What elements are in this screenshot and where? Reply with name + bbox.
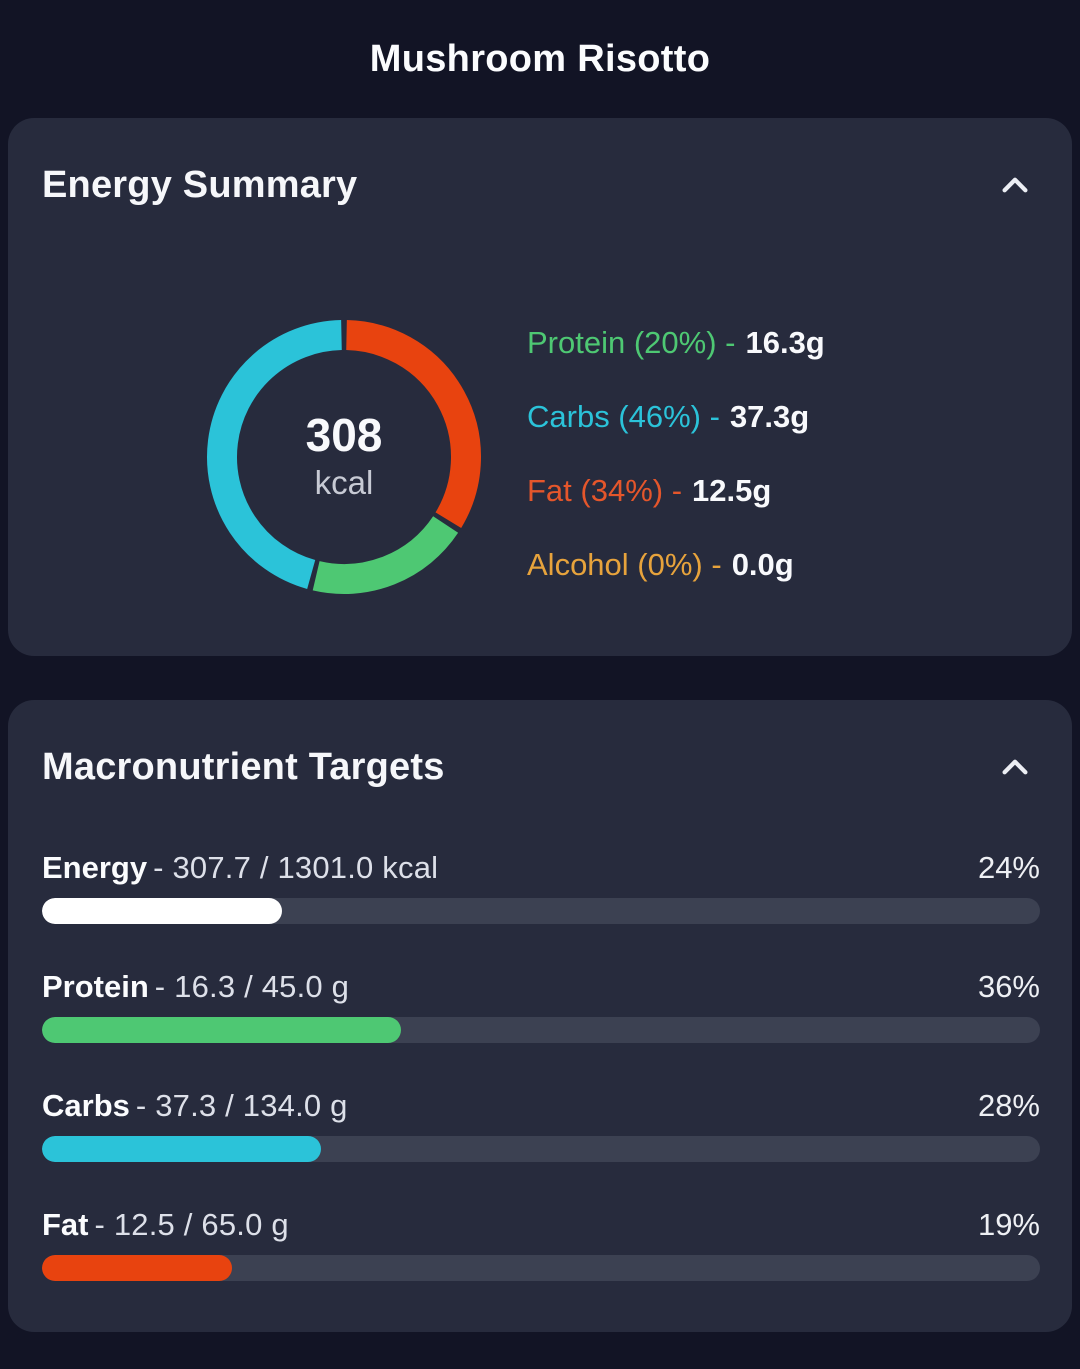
macronutrient-targets-header[interactable]: Macronutrient Targets bbox=[8, 700, 1072, 790]
macro-row-energy: Energy - 307.7 / 1301.0 kcal 24% bbox=[42, 848, 1040, 924]
legend-label: Fat (34%) - bbox=[527, 473, 683, 508]
legend-item-carbs: Carbs (46%) - 37.3g bbox=[527, 398, 825, 435]
page-title: Mushroom Risotto bbox=[369, 37, 711, 80]
macro-percent: 36% bbox=[977, 969, 1040, 1004]
macro-percent: 19% bbox=[977, 1207, 1040, 1242]
macro-detail: - 307.7 / 1301.0 kcal bbox=[153, 850, 439, 885]
donut-center-label: 308 kcal bbox=[204, 317, 484, 597]
macro-row-text: Carbs - 37.3 / 134.0 g 28% bbox=[42, 1086, 1040, 1126]
title-bar: Mushroom Risotto bbox=[0, 0, 1080, 118]
macronutrient-targets-heading: Macronutrient Targets bbox=[42, 746, 445, 788]
fat-progress-bar bbox=[42, 1255, 1040, 1281]
progress-fill bbox=[42, 898, 282, 924]
progress-fill bbox=[42, 1136, 322, 1162]
energy-progress-bar bbox=[42, 898, 1040, 924]
chevron-up-icon bbox=[998, 750, 1032, 784]
macro-percent: 24% bbox=[977, 850, 1040, 885]
legend-item-alcohol: Alcohol (0%) - 0.0g bbox=[527, 546, 825, 583]
progress-fill bbox=[42, 1017, 402, 1043]
macro-row-text: Fat - 12.5 / 65.0 g 19% bbox=[42, 1205, 1040, 1245]
legend-value: 16.3g bbox=[745, 325, 825, 360]
macronutrient-targets-card: Macronutrient Targets Energy - 307.7 / 1… bbox=[8, 700, 1072, 1332]
energy-summary-heading: Energy Summary bbox=[42, 164, 358, 206]
macro-label: Energy bbox=[42, 850, 148, 885]
macro-detail: - 37.3 / 134.0 g bbox=[135, 1088, 348, 1123]
legend-value: 12.5g bbox=[692, 473, 772, 508]
legend-item-fat: Fat (34%) - 12.5g bbox=[527, 472, 825, 509]
legend-label: Protein (20%) - bbox=[527, 325, 736, 360]
collapse-energy-summary-button[interactable] bbox=[992, 162, 1038, 208]
energy-summary-card: Energy Summary 308 kcal Protein (20%) - … bbox=[8, 118, 1072, 656]
collapse-macronutrient-targets-button[interactable] bbox=[992, 744, 1038, 790]
energy-summary-header[interactable]: Energy Summary bbox=[8, 118, 1072, 208]
macro-row-protein: Protein - 16.3 / 45.0 g 36% bbox=[42, 967, 1040, 1043]
carbs-progress-bar bbox=[42, 1136, 1040, 1162]
legend-value: 37.3g bbox=[729, 399, 810, 434]
calorie-unit: kcal bbox=[314, 464, 374, 501]
protein-progress-bar bbox=[42, 1017, 1040, 1043]
chevron-up-icon bbox=[998, 168, 1032, 202]
macro-row-carbs: Carbs - 37.3 / 134.0 g 28% bbox=[42, 1086, 1040, 1162]
macro-percent: 28% bbox=[977, 1088, 1040, 1123]
legend-item-protein: Protein (20%) - 16.3g bbox=[527, 324, 825, 361]
macro-row-text: Protein - 16.3 / 45.0 g 36% bbox=[42, 967, 1040, 1007]
legend-value: 0.0g bbox=[731, 547, 794, 582]
donut-rings bbox=[207, 320, 481, 594]
legend-label: Carbs (46%) - bbox=[527, 399, 720, 434]
macro-detail: - 12.5 / 65.0 g bbox=[94, 1207, 289, 1242]
macro-label: Fat bbox=[42, 1207, 89, 1242]
calorie-total: 308 bbox=[305, 409, 383, 461]
progress-fill bbox=[42, 1255, 232, 1281]
legend-label: Alcohol (0%) - bbox=[527, 547, 722, 582]
macro-legend: Protein (20%) - 16.3g Carbs (46%) - 37.3… bbox=[527, 324, 825, 583]
calorie-donut-chart: 308 kcal bbox=[204, 317, 484, 597]
macro-target-rows: Energy - 307.7 / 1301.0 kcal 24% Protein… bbox=[8, 790, 1072, 1281]
macro-label: Protein bbox=[42, 969, 149, 1004]
macro-label: Carbs bbox=[42, 1088, 130, 1123]
macro-row-fat: Fat - 12.5 / 65.0 g 19% bbox=[42, 1205, 1040, 1281]
macro-detail: - 16.3 / 45.0 g bbox=[154, 969, 350, 1004]
macro-row-text: Energy - 307.7 / 1301.0 kcal 24% bbox=[42, 848, 1040, 888]
